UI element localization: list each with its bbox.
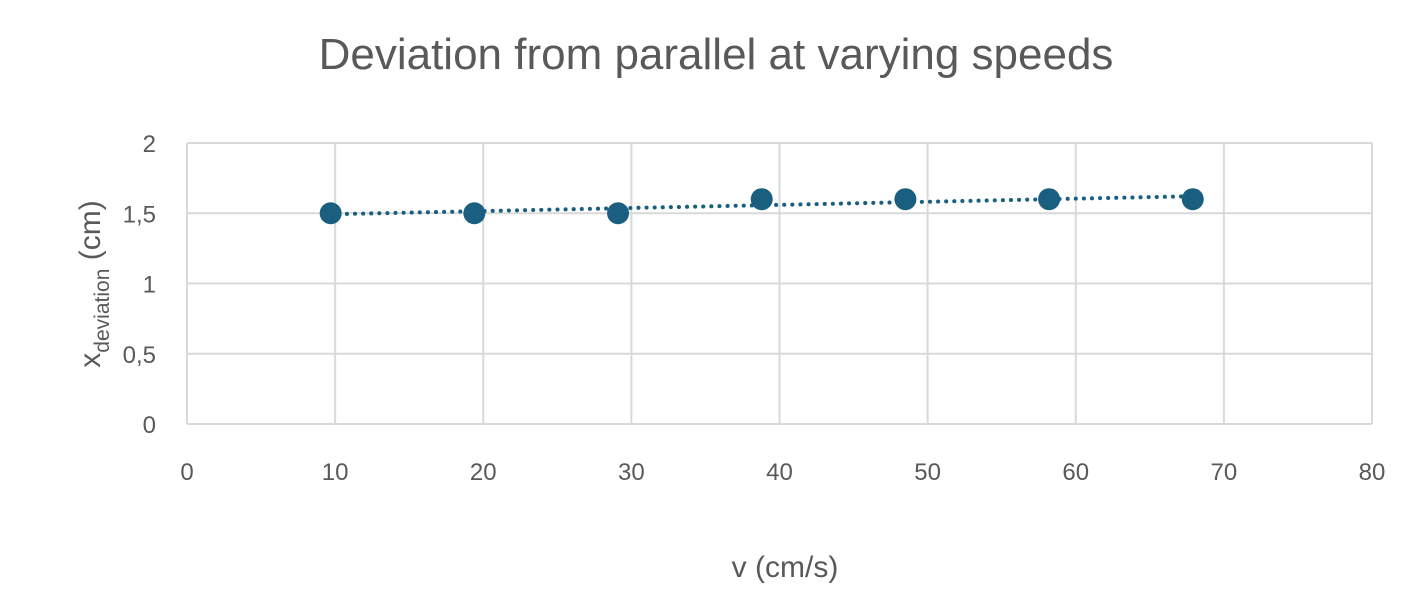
x-tick-label: 0 <box>180 459 193 486</box>
y-tick-label: 1,5 <box>123 201 156 228</box>
y-tick-label: 1 <box>143 272 156 299</box>
data-point <box>319 202 342 225</box>
x-tick-label: 20 <box>470 459 497 486</box>
tick-labels: 0 10 20 30 40 50 60 70 80 0 0,5 1 1,5 2 <box>123 131 1386 486</box>
x-tick-label: 80 <box>1359 459 1386 486</box>
y-axis-title: xdeviation (cm) <box>74 200 114 367</box>
x-tick-label: 10 <box>322 459 349 486</box>
x-tick-label: 30 <box>618 459 645 486</box>
y-axis-title-main: x <box>74 353 107 368</box>
y-tick-label: 0 <box>143 412 156 439</box>
x-tick-label: 50 <box>914 459 941 486</box>
x-axis-title: v (cm/s) <box>732 551 839 584</box>
y-axis-title-subscript: deviation <box>91 269 114 353</box>
x-tick-label: 60 <box>1062 459 1089 486</box>
y-tick-label: 2 <box>143 131 156 158</box>
chart-title: Deviation from parallel at varying speed… <box>318 30 1114 79</box>
data-point <box>607 202 630 225</box>
data-point <box>1038 188 1061 211</box>
y-tick-label: 0,5 <box>123 342 156 369</box>
data-point <box>750 188 773 211</box>
grid <box>186 142 1373 425</box>
data-point <box>894 188 917 211</box>
data-points <box>319 188 1204 225</box>
y-axis-title-unit: (cm) <box>74 200 107 268</box>
data-point <box>463 202 486 225</box>
x-tick-label: 40 <box>766 459 793 486</box>
data-point <box>1181 188 1204 211</box>
x-tick-label: 70 <box>1211 459 1238 486</box>
